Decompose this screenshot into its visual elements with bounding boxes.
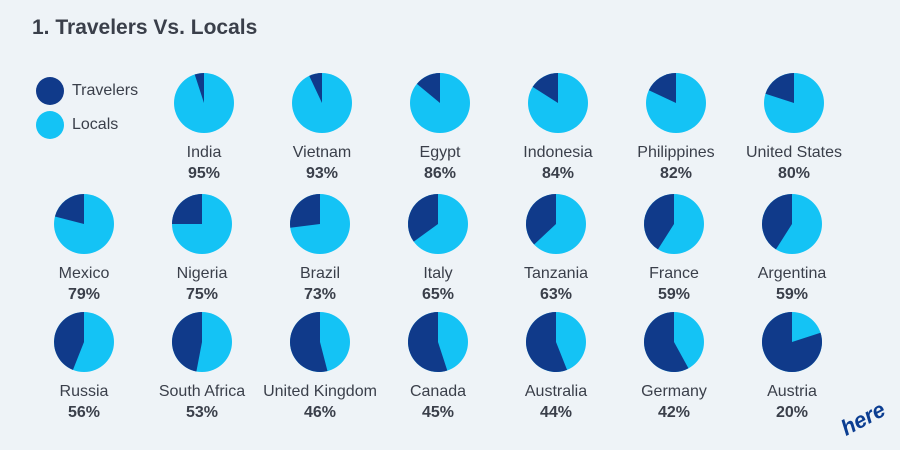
travelers-slice-mexico <box>54 194 84 224</box>
percent-label-france: 59% <box>658 286 690 303</box>
percent-label-egypt: 86% <box>424 165 456 182</box>
pie-russia: Russia 56% <box>54 312 114 421</box>
country-label-argentina: Argentina <box>758 265 827 282</box>
country-label-united-states: United States <box>746 144 842 161</box>
travelers-slice-austria <box>762 312 822 373</box>
pie-italy: Italy 65% <box>408 194 468 303</box>
pie-nigeria: Nigeria 75% <box>172 194 232 303</box>
pie-united-kingdom: United Kingdom 46% <box>263 312 377 421</box>
country-label-italy: Italy <box>423 265 452 282</box>
country-label-indonesia: Indonesia <box>523 144 592 161</box>
percent-label-indonesia: 84% <box>542 165 574 182</box>
travelers-slice-nigeria <box>172 194 202 224</box>
country-label-mexico: Mexico <box>59 265 110 282</box>
percent-label-india: 95% <box>188 165 220 182</box>
travelers-slice-argentina <box>762 194 792 250</box>
travelers-slice-india <box>194 73 204 103</box>
travelers-slice-italy <box>408 194 438 242</box>
travelers-swatch <box>36 77 64 105</box>
travelers-slice-tanzania <box>526 194 556 245</box>
locals-swatch <box>36 111 64 139</box>
travelers-slice-australia <box>526 312 568 373</box>
percent-label-italy: 65% <box>422 286 454 303</box>
percent-label-russia: 56% <box>68 404 100 421</box>
travelers-slice-south-africa <box>171 312 202 372</box>
country-label-france: France <box>649 265 699 282</box>
country-label-brazil: Brazil <box>300 265 340 282</box>
country-label-australia: Australia <box>525 383 587 400</box>
percent-label-argentina: 59% <box>776 286 808 303</box>
pie-germany: Germany 42% <box>641 312 707 421</box>
legend-item-locals: Locals <box>36 108 138 142</box>
pie-united-states: United States 80% <box>746 73 842 182</box>
pie-brazil: Brazil 73% <box>290 194 350 303</box>
country-label-vietnam: Vietnam <box>293 144 351 161</box>
percent-label-philippines: 82% <box>660 165 692 182</box>
percent-label-tanzania: 63% <box>540 286 572 303</box>
travelers-slice-united-kingdom <box>290 312 328 372</box>
country-label-nigeria: Nigeria <box>177 265 228 282</box>
pie-indonesia: Indonesia 84% <box>523 73 593 182</box>
legend-label-locals: Locals <box>72 116 119 133</box>
country-label-austria: Austria <box>767 383 817 400</box>
legend-item-travelers: Travelers <box>36 74 138 108</box>
percent-label-germany: 42% <box>658 404 690 421</box>
pie-mexico: Mexico 79% <box>54 194 114 303</box>
pie-australia: Australia 44% <box>525 312 587 421</box>
pie-france: France 59% <box>644 194 704 303</box>
pie-vietnam: Vietnam 93% <box>292 73 352 182</box>
legend-label-travelers: Travelers <box>72 82 139 99</box>
country-label-germany: Germany <box>641 383 707 400</box>
country-label-tanzania: Tanzania <box>524 265 588 282</box>
chart-title: 1. Travelers Vs. Locals <box>32 16 258 39</box>
travelers-slice-egypt <box>416 73 440 103</box>
pie-philippines: Philippines 82% <box>637 73 715 182</box>
percent-label-united-kingdom: 46% <box>304 404 336 421</box>
country-label-india: India <box>187 144 222 161</box>
country-label-russia: Russia <box>60 383 109 400</box>
legend: Travelers Locals <box>36 74 138 142</box>
percent-label-canada: 45% <box>422 404 454 421</box>
percent-label-australia: 44% <box>540 404 572 421</box>
pie-egypt: Egypt 86% <box>410 73 470 182</box>
travelers-slice-germany <box>644 312 689 372</box>
percent-label-south-africa: 53% <box>186 404 218 421</box>
percent-label-austria: 20% <box>776 404 808 421</box>
travelers-slice-philippines <box>648 73 676 103</box>
travelers-slice-united-states <box>765 73 794 103</box>
travelers-slice-indonesia <box>532 73 558 103</box>
percent-label-united-states: 80% <box>778 165 810 182</box>
travelers-slice-russia <box>54 312 84 370</box>
pie-south-africa: South Africa 53% <box>159 312 245 421</box>
travelers-slice-france <box>644 194 674 250</box>
travelers-slice-vietnam <box>309 73 322 103</box>
percent-label-vietnam: 93% <box>306 165 338 182</box>
country-label-philippines: Philippines <box>637 144 714 161</box>
pie-india: India 95% <box>174 73 234 182</box>
pie-canada: Canada 45% <box>408 312 468 421</box>
travelers-slice-brazil <box>290 194 320 228</box>
percent-label-brazil: 73% <box>304 286 336 303</box>
country-label-united-kingdom: United Kingdom <box>263 383 377 400</box>
country-label-egypt: Egypt <box>420 144 461 161</box>
travelers-slice-canada <box>408 312 448 372</box>
pie-tanzania: Tanzania 63% <box>524 194 588 303</box>
country-label-south-africa: South Africa <box>159 383 245 400</box>
pie-argentina: Argentina 59% <box>758 194 827 303</box>
pie-austria: Austria 20% <box>762 312 822 421</box>
percent-label-mexico: 79% <box>68 286 100 303</box>
country-label-canada: Canada <box>410 383 466 400</box>
percent-label-nigeria: 75% <box>186 286 218 303</box>
